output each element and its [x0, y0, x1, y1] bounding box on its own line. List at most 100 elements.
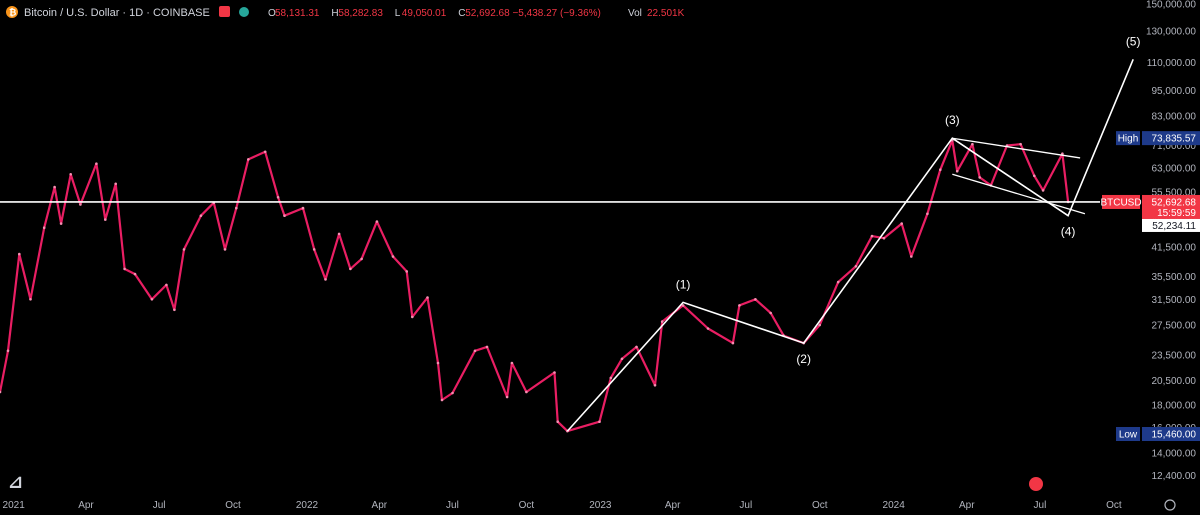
tradingview-logo-icon[interactable]: ⊿ [8, 472, 23, 492]
low-tag-value: 15,460.00 [1152, 430, 1197, 441]
price-point [706, 327, 710, 330]
price-point [405, 270, 409, 273]
wave-label-3: (3) [945, 113, 960, 127]
price-point [440, 398, 444, 402]
price-axis[interactable]: 12,400.0014,000.0016,000.0018,000.0020,5… [1146, 0, 1196, 482]
price-point [312, 248, 316, 251]
price-point [598, 420, 601, 424]
price-point [123, 267, 126, 271]
y-tick-label: 31,500.00 [1152, 295, 1197, 306]
price-point [553, 371, 556, 374]
y-tick-label: 95,000.00 [1152, 86, 1197, 97]
price-point [882, 236, 886, 240]
symbol-tag: BTCUSD [1100, 197, 1141, 208]
ohlc-label-2: L [395, 8, 401, 19]
ohlc-label-4: Vol [628, 8, 642, 19]
y-tick-label: 130,000.00 [1146, 27, 1196, 38]
x-tick-label: Apr [372, 500, 388, 511]
ohlc-label-1: H [331, 8, 338, 19]
price-point [653, 384, 657, 387]
high-tag-value: 73,835.57 [1152, 134, 1197, 145]
x-tick-label: Apr [665, 500, 681, 511]
price-point [1041, 189, 1045, 192]
channel-inner-line[interactable] [951, 137, 1069, 217]
price-point [165, 283, 168, 287]
price-point [337, 232, 341, 236]
x-tick-label: Apr [959, 500, 975, 511]
price-point [133, 272, 137, 276]
price-point [635, 345, 638, 349]
settings-gear-icon[interactable] [1164, 499, 1176, 511]
price-point [451, 391, 454, 395]
price-point [870, 234, 874, 238]
channel-lower-line[interactable] [952, 173, 1086, 215]
y-tick-label: 55,500.00 [1152, 188, 1197, 199]
price-point [6, 349, 10, 353]
price-point [29, 298, 32, 301]
high-tag-label-bg [1116, 131, 1140, 146]
price-line-series-0 [0, 139, 1070, 433]
us-flag-event-icon[interactable] [1029, 477, 1043, 491]
y-tick-label: 41,500.00 [1152, 243, 1197, 254]
price-point [900, 222, 903, 225]
price-point [1061, 152, 1064, 155]
ohlc-readout: O 58,131.31 H 58,282.83 L 49,050.01 C 52,692.68… [268, 8, 685, 19]
wave-label-5: (5) [1126, 34, 1141, 48]
price-point [1033, 174, 1036, 178]
price-point [263, 150, 267, 154]
flag-icon[interactable] [219, 6, 230, 17]
price-point [42, 226, 46, 229]
price-point [525, 390, 528, 394]
prev-close-tag: 52,234.11 [1152, 221, 1196, 232]
price-point [247, 158, 250, 161]
price-point [556, 420, 559, 424]
current-price-tag-bg [1142, 194, 1200, 219]
symbol-title: Bitcoin / U.S. Dollar · 1D · COINBASE [24, 7, 210, 19]
price-point [836, 280, 840, 284]
x-tick-label: 2023 [589, 500, 612, 511]
price-point [473, 349, 477, 353]
channel-upper-line[interactable] [952, 137, 1081, 159]
price-series [0, 139, 1070, 433]
price-point [510, 361, 514, 365]
y-tick-label: 71,000.00 [1152, 141, 1197, 152]
price-tags: High 73,835.57 Low 15,460.00 BTCUSD 52,692.68… [1100, 131, 1200, 442]
price-point [910, 255, 913, 258]
low-tag-label: Low [1119, 430, 1138, 441]
price-point [95, 162, 98, 165]
price-point [681, 304, 685, 307]
price-point [79, 203, 82, 206]
price-point [375, 220, 379, 223]
price-point [1019, 142, 1022, 146]
wave-label-2: (2) [796, 352, 811, 366]
price-point [754, 298, 757, 301]
price-point [173, 308, 176, 312]
price-point [324, 278, 327, 281]
price-point [955, 169, 959, 173]
price-point [939, 168, 942, 171]
symbol-tag-bg [1102, 194, 1140, 209]
x-tick-label: Jul [739, 500, 752, 511]
price-point [199, 214, 203, 217]
price-point [411, 315, 414, 319]
time-axis[interactable]: 2021 Apr Jul Oct 2022 Apr Jul Oct 2023 Apr Jul Oct 2… [3, 500, 1122, 511]
price-point [53, 185, 56, 189]
ohlc-value-1: 58,282.83 [338, 8, 383, 19]
x-tick-label: Oct [1106, 500, 1122, 511]
y-tick-label: 63,000.00 [1152, 164, 1197, 175]
price-point [731, 341, 735, 345]
price-point [301, 206, 305, 210]
price-point [505, 395, 509, 399]
x-tick-label: Oct [519, 500, 535, 511]
x-tick-label: Apr [78, 500, 94, 511]
high-tag-label: High [1118, 134, 1139, 145]
market-status-icon [239, 7, 249, 17]
elliott-wave-path[interactable] [566, 58, 1134, 432]
y-tick-label: 14,000.00 [1152, 448, 1197, 459]
price-point [436, 361, 440, 365]
price-point [971, 142, 974, 146]
price-point [609, 376, 613, 380]
